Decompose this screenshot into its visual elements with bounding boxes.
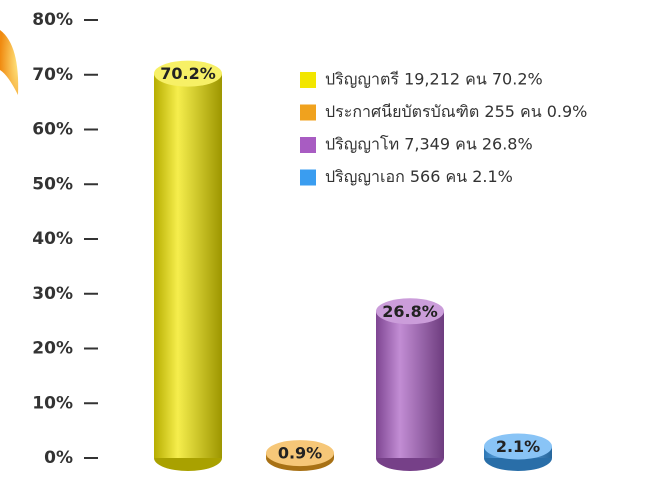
legend-swatch [300, 105, 316, 121]
legend-label: ปริญญาเอก 566 คน 2.1% [325, 167, 513, 186]
chart: 0% 10% 20% 30% 40% 50% 60% 70% 80% 70.2% 0.9% 26.8%… [0, 0, 645, 477]
y-tick-label: 80% [32, 10, 73, 30]
legend-swatch [300, 170, 316, 186]
y-tick-label: 10% [32, 393, 73, 413]
y-tick-label: 20% [32, 339, 73, 359]
value-label: 70.2% [160, 64, 216, 83]
decoration [0, 30, 18, 95]
bar [154, 74, 222, 458]
y-tick-label: 30% [32, 284, 73, 304]
value-label: 0.9% [278, 444, 322, 463]
legend-label: ประกาศนียบัตรบัณฑิต 255 คน 0.9% [325, 102, 587, 121]
y-tick-label: 60% [32, 120, 73, 140]
legend-label: ปริญญาตรี 19,212 คน 70.2% [325, 70, 543, 89]
legend-swatch [300, 72, 316, 88]
legend-swatch [300, 137, 316, 153]
value-label: 2.1% [496, 437, 540, 456]
y-tick-label: 40% [32, 229, 73, 249]
y-tick-label: 0% [44, 448, 73, 468]
legend-label: ปริญญาโท 7,349 คน 26.8% [325, 135, 533, 154]
value-label: 26.8% [382, 302, 438, 321]
y-tick-label: 50% [32, 174, 73, 194]
y-tick-label: 70% [32, 65, 73, 85]
bar [376, 311, 444, 458]
